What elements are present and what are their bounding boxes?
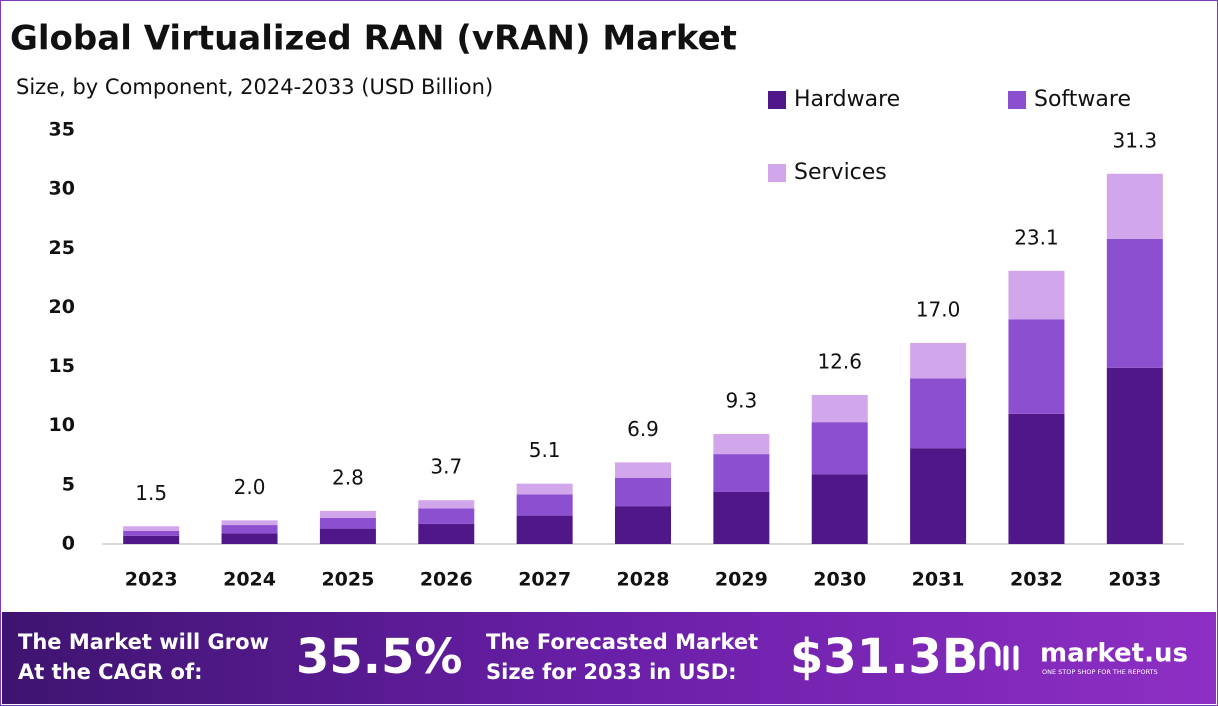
x-tick-label: 2024 (223, 569, 276, 591)
bar-segment (1106, 367, 1163, 544)
bar-segment (516, 494, 573, 516)
legend-swatch (768, 91, 786, 109)
bar-segment (319, 528, 376, 544)
legend-label: Hardware (794, 87, 900, 112)
cagr-value: 35.5% (296, 629, 463, 685)
brand-logo (979, 641, 1019, 671)
bar-segment (910, 448, 967, 544)
x-tick-label: 2025 (321, 569, 374, 591)
chart-title: Global Virtualized RAN (vRAN) Market (10, 19, 737, 59)
bar-segment (418, 508, 475, 524)
bar-segment (1106, 238, 1163, 368)
total-label: 5.1 (529, 438, 561, 462)
total-label: 31.3 (1113, 128, 1158, 152)
legend-label: Software (1034, 87, 1131, 112)
forecast-text: Size for 2033 in USD: (486, 660, 737, 684)
bar-segment (516, 483, 573, 495)
total-label: 2.8 (332, 465, 364, 489)
y-tick-label: 5 (62, 473, 75, 495)
x-tick-label: 2030 (813, 569, 866, 591)
bar-segment (123, 535, 180, 544)
x-tick-label: 2029 (715, 569, 768, 591)
bar-segment (910, 342, 967, 379)
bar-segment (910, 378, 967, 449)
footer-banner (2, 612, 1216, 704)
total-label: 17.0 (916, 297, 961, 321)
forecast-value: $31.3B (790, 629, 978, 685)
tagline: ONE STOP SHOP FOR THE REPORTS (1042, 668, 1158, 676)
y-tick-label: 0 (62, 533, 75, 555)
cagr-text: At the CAGR of: (18, 660, 203, 684)
bar-segment (221, 525, 278, 534)
bar-segment (713, 491, 770, 544)
forecast-text: The Forecasted Market (486, 630, 758, 654)
bar-segment (516, 515, 573, 544)
x-tick-label: 2027 (518, 569, 571, 591)
legend-swatch (768, 164, 786, 182)
y-tick-label: 10 (49, 414, 75, 436)
bar-segment (615, 462, 671, 478)
bar-segment (319, 517, 376, 529)
bar-segment (1106, 173, 1163, 239)
cagr-text: The Market will Grow (18, 630, 269, 654)
total-label: 9.3 (725, 388, 757, 412)
bar-segment (418, 500, 475, 509)
bar-segment (811, 394, 868, 423)
total-label: 6.9 (627, 417, 659, 441)
x-tick-label: 2031 (912, 569, 965, 591)
legend-swatch (1008, 91, 1026, 109)
y-tick-label: 25 (49, 237, 75, 259)
y-tick-label: 30 (49, 178, 75, 200)
bar-segment (615, 477, 671, 507)
total-label: 23.1 (1014, 225, 1059, 249)
y-tick-label: 20 (49, 296, 75, 318)
bar-segment (615, 506, 671, 544)
bar-segment (221, 520, 278, 526)
x-tick-label: 2032 (1010, 569, 1063, 591)
bar-segment (1008, 319, 1065, 414)
bar-segment (713, 454, 770, 492)
total-label: 3.7 (430, 455, 462, 479)
bar-segment (418, 523, 475, 544)
total-label: 1.5 (135, 481, 167, 505)
total-label: 2.0 (234, 475, 266, 499)
bar-segment (123, 526, 180, 531)
bar-segment (1008, 270, 1065, 320)
bar-segment (319, 510, 376, 518)
bar-segment (811, 474, 868, 544)
chart-subtitle: Size, by Component, 2024-2033 (USD Billi… (16, 75, 493, 99)
x-tick-label: 2028 (617, 569, 670, 591)
brand: market.us (1040, 639, 1188, 669)
x-tick-label: 2026 (420, 569, 473, 591)
bar-segment (123, 530, 180, 536)
bar-segment (1008, 413, 1065, 544)
x-tick-label: 2023 (125, 569, 178, 591)
x-tick-label: 2033 (1108, 569, 1161, 591)
y-tick-label: 35 (49, 119, 75, 141)
bar-segment (811, 422, 868, 475)
bar-segment (221, 533, 278, 544)
legend-label: Services (794, 160, 887, 185)
bar-segment (713, 433, 770, 455)
y-tick-label: 15 (49, 355, 75, 377)
total-label: 12.6 (817, 349, 862, 373)
